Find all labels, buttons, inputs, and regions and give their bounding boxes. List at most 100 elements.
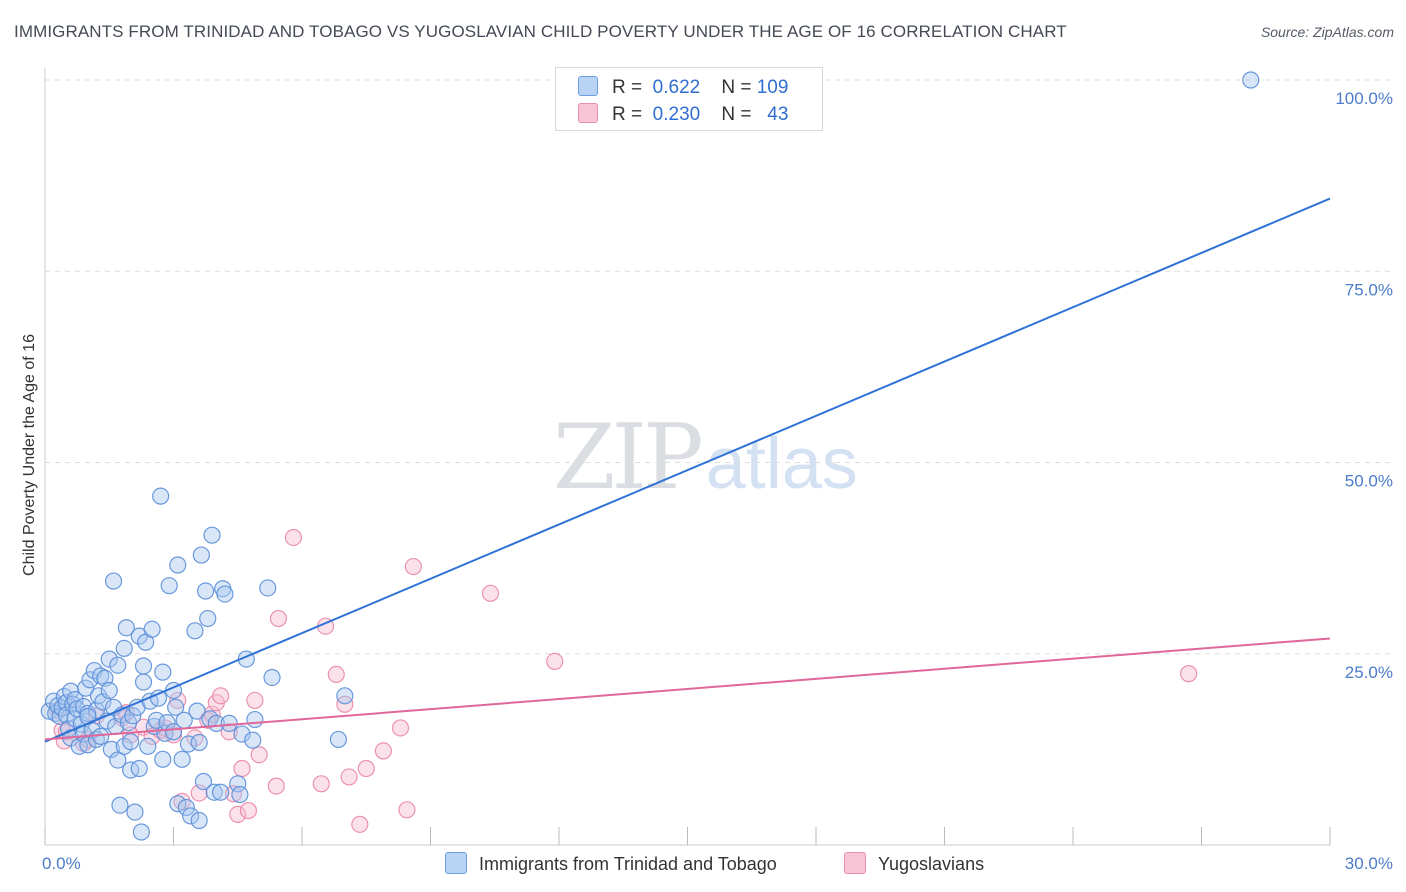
bottom-legend-yugoslavians: Yugoslavians — [844, 852, 984, 875]
point-trinidad — [177, 798, 195, 817]
point-trinidad — [212, 783, 230, 801]
y-tick-label: 100.0% — [1335, 89, 1393, 108]
point-trinidad — [336, 687, 354, 705]
point-trinidad — [173, 750, 191, 768]
trend-line-yugoslavians — [44, 637, 1331, 741]
legend-swatch-trinidad — [578, 76, 598, 96]
point-trinidad — [130, 759, 148, 778]
point-trinidad — [197, 582, 215, 600]
y-tick-label: 50.0% — [1345, 472, 1393, 491]
point-trinidad — [134, 673, 153, 691]
point-trinidad — [102, 740, 120, 758]
point-trinidad — [152, 487, 170, 505]
legend-r-value: 0.622 — [652, 77, 701, 98]
point-trinidad — [229, 775, 247, 793]
y-axis-label: Child Poverty Under the Age of 16 — [21, 334, 38, 576]
bottom-legend-label-trinidad: Immigrants from Trinidad and Tobago — [479, 854, 777, 874]
point-trinidad — [182, 807, 200, 825]
point-trinidad — [160, 577, 178, 595]
point-trinidad — [207, 714, 225, 732]
legend-r-value: 0.230 — [652, 104, 701, 125]
point-trinidad — [244, 731, 262, 749]
legend-r-label: R = — [612, 104, 643, 125]
axes — [44, 68, 1331, 846]
x-tick-label: 30.0% — [1345, 854, 1393, 873]
point-yugoslavians — [246, 691, 264, 710]
tick-labels: 25.0% 50.0% 75.0% 100.0% 0.0% 30.0% — [42, 89, 1393, 873]
point-trinidad — [57, 706, 76, 724]
point-trinidad — [186, 622, 204, 640]
source-credit: Source: ZipAtlas.com — [1260, 24, 1394, 40]
point-trinidad — [194, 772, 213, 791]
point-trinidad — [104, 572, 123, 590]
point-trinidad — [100, 650, 118, 668]
point-trinidad — [147, 711, 165, 729]
point-yugoslavians — [269, 609, 288, 628]
point-trinidad — [154, 750, 172, 768]
point-trinidad — [122, 733, 140, 751]
point-yugoslavians — [351, 815, 369, 833]
point-yugoslavians — [546, 652, 564, 671]
point-trinidad — [1242, 71, 1260, 89]
point-yugoslavians — [1180, 665, 1198, 683]
trend-line-trinidad — [44, 197, 1331, 743]
point-trinidad — [122, 761, 140, 779]
legend-r-label: R = — [612, 77, 643, 98]
bottom-legend-swatch-yugoslavians — [844, 852, 866, 874]
point-trinidad — [109, 751, 127, 769]
point-yugoslavians — [284, 528, 303, 547]
point-trinidad — [81, 671, 99, 689]
point-yugoslavians — [224, 785, 243, 803]
point-trinidad — [169, 795, 187, 813]
point-trinidad — [164, 723, 183, 741]
grid — [45, 79, 1392, 655]
legend-row-yugoslavians: R = 0.230 N = 43 — [578, 103, 788, 125]
point-trinidad — [111, 796, 129, 814]
point-yugoslavians — [340, 768, 358, 786]
point-yugoslavians — [374, 742, 392, 760]
chart-title: IMMIGRANTS FROM TRINIDAD AND TOBAGO VS Y… — [14, 22, 1067, 41]
point-trinidad — [154, 663, 172, 681]
legend-n-label: N = — [721, 77, 752, 98]
point-trinidad — [132, 823, 150, 841]
legend-row-trinidad: R = 0.622 N = 109 — [578, 76, 788, 98]
point-yugoslavians — [212, 687, 230, 705]
point-yugoslavians — [229, 805, 247, 824]
bottom-legend-swatch-trinidad — [445, 852, 467, 874]
point-trinidad — [192, 546, 210, 564]
legend-n-value: 109 — [756, 77, 789, 98]
point-trinidad — [205, 783, 223, 801]
point-yugoslavians — [398, 801, 416, 819]
point-trinidad — [216, 585, 234, 603]
x-tick-label: 0.0% — [42, 854, 81, 873]
point-yugoslavians — [391, 719, 410, 737]
legend-n-value: 43 — [767, 104, 789, 125]
point-trinidad — [233, 725, 251, 743]
point-trinidad — [109, 656, 127, 674]
point-yugoslavians — [267, 777, 285, 795]
point-yugoslavians — [169, 691, 187, 710]
point-trinidad — [231, 785, 249, 804]
point-trinidad — [117, 619, 135, 637]
point-trinidad — [220, 714, 238, 732]
point-yugoslavians — [481, 584, 500, 602]
point-trinidad — [143, 620, 161, 638]
point-yugoslavians — [327, 665, 345, 684]
point-yugoslavians — [404, 557, 422, 576]
point-trinidad — [199, 609, 217, 628]
point-trinidad — [329, 730, 348, 749]
legend-n-label: N = — [721, 104, 752, 125]
point-trinidad — [190, 811, 208, 830]
point-trinidad — [139, 737, 157, 755]
y-tick-label: 75.0% — [1345, 280, 1393, 299]
point-yugoslavians — [357, 759, 375, 778]
point-trinidad — [167, 698, 185, 716]
point-trinidad — [259, 579, 277, 597]
point-yugoslavians — [239, 801, 258, 820]
point-trinidad — [246, 710, 264, 729]
point-trinidad — [203, 526, 221, 544]
point-trinidad — [263, 668, 281, 687]
stats-legend: R = 0.622 N = 109 R = 0.230 N = 43 — [555, 67, 823, 131]
legend-swatch-yugoslavians — [578, 103, 598, 123]
